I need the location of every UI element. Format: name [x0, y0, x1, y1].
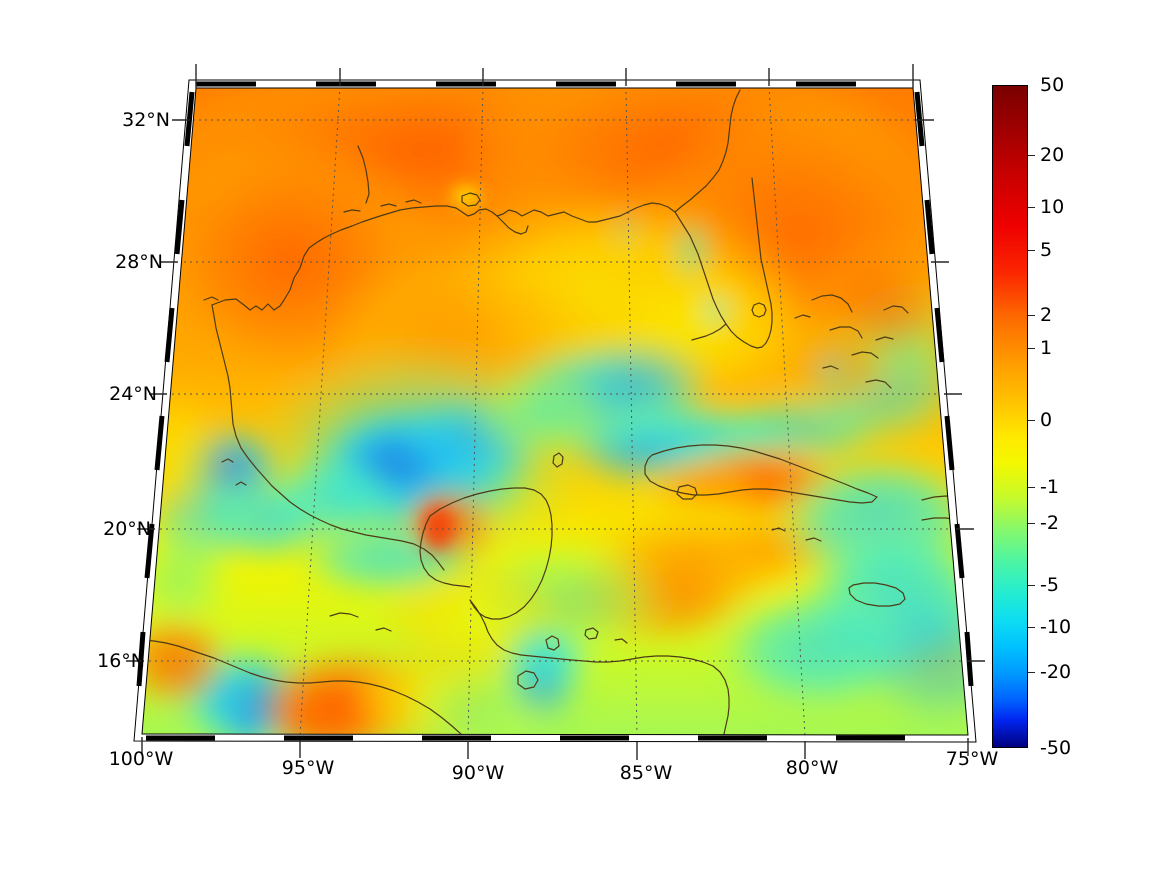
- lat-tick-label-32n: 32°N: [88, 109, 170, 131]
- colorbar-label-20: 20: [1040, 144, 1064, 166]
- colorbar-label-neg1: -1: [1040, 476, 1059, 498]
- colorbar-label-2: 2: [1040, 304, 1052, 326]
- lon-tick-label-80w: 80°W: [786, 757, 838, 779]
- colorbar-label-5: 5: [1040, 239, 1052, 261]
- colorbar-label-1: 1: [1040, 337, 1052, 359]
- colorbar-tick-neg1: [1028, 487, 1035, 488]
- colorbar-tick-neg20: [1028, 672, 1035, 673]
- lon-tick-label-95w: 95°W: [282, 757, 334, 779]
- colorbar-tick-10: [1028, 207, 1035, 208]
- colorbar-tick-5: [1028, 250, 1035, 251]
- colorbar-tick-neg2: [1028, 523, 1035, 524]
- colorbar-label-neg20: -20: [1040, 661, 1071, 683]
- colorbar-tick-1: [1028, 348, 1035, 349]
- lat-tick-label-16n: 16°N: [63, 650, 145, 672]
- data-field: [120, 40, 1030, 760]
- lon-tick-label-85w: 85°W: [620, 762, 672, 784]
- colorbar-label-50: 50: [1040, 74, 1064, 96]
- colorbar-label-neg2: -2: [1040, 512, 1059, 534]
- colorbar-tick-neg5: [1028, 585, 1035, 586]
- lat-tick-label-24n: 24°N: [75, 383, 157, 405]
- colorbar-tick-20: [1028, 155, 1035, 156]
- colorbar-label-neg5: -5: [1040, 574, 1059, 596]
- colorbar-tick-2: [1028, 315, 1035, 316]
- colorbar-label-0: 0: [1040, 409, 1052, 431]
- colorbar-label-10: 10: [1040, 196, 1064, 218]
- colorbar[interactable]: 5020105210-1-2-5-10-20-50: [992, 85, 1162, 750]
- colorbar-tick-neg10: [1028, 627, 1035, 628]
- colorbar-gradient[interactable]: [992, 85, 1028, 748]
- figure-root: 32°N 28°N 24°N 20°N 16°N 100°W 95°W 90°W…: [0, 0, 1167, 875]
- lon-tick-label-100w: 100°W: [109, 748, 174, 770]
- lon-tick-label-75w: 75°W: [946, 748, 998, 770]
- colorbar-label-neg10: -10: [1040, 616, 1071, 638]
- lon-tick-label-90w: 90°W: [452, 762, 504, 784]
- lat-tick-label-20n: 20°N: [69, 518, 151, 540]
- colorbar-tick-0: [1028, 420, 1035, 421]
- colorbar-label-neg50: -50: [1040, 737, 1071, 759]
- lat-tick-label-28n: 28°N: [81, 251, 163, 273]
